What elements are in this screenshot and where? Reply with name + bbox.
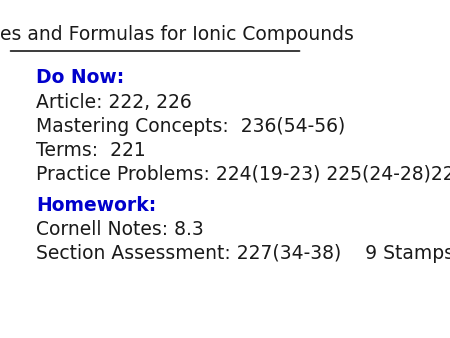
- Text: Cornell Notes: 8.3: Cornell Notes: 8.3: [36, 220, 204, 239]
- Text: Do Now:: Do Now:: [36, 68, 125, 88]
- Text: Practice Problems: 224(19-23) 225(24-28)226(29-33): Practice Problems: 224(19-23) 225(24-28)…: [36, 165, 450, 184]
- Text: Names and Formulas for Ionic Compounds: Names and Formulas for Ionic Compounds: [0, 25, 354, 44]
- Text: Section Assessment: 227(34-38)    9 Stamps: Section Assessment: 227(34-38) 9 Stamps: [36, 244, 450, 263]
- Text: Article: 222, 226: Article: 222, 226: [36, 93, 192, 112]
- Text: Mastering Concepts:  236(54-56): Mastering Concepts: 236(54-56): [36, 117, 346, 136]
- Text: Homework:: Homework:: [36, 196, 157, 215]
- Text: Terms:  221: Terms: 221: [36, 141, 146, 160]
